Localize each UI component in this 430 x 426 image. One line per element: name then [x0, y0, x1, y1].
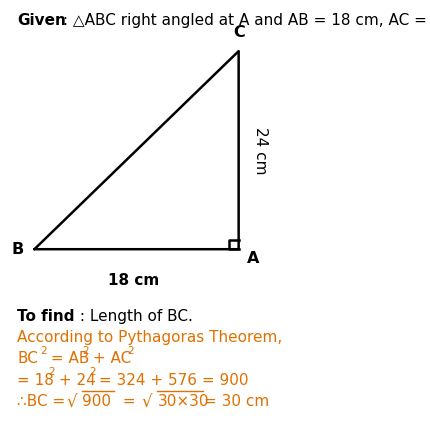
Text: 18 cm: 18 cm	[108, 273, 159, 288]
Text: C: C	[233, 26, 245, 40]
Text: + 24: + 24	[54, 373, 95, 388]
Text: 24 cm: 24 cm	[253, 127, 267, 175]
Text: = 18: = 18	[17, 373, 54, 388]
Text: =: =	[118, 394, 141, 409]
Text: = 324 + 576 = 900: = 324 + 576 = 900	[94, 373, 248, 388]
Text: According to Pythagoras Theorem,: According to Pythagoras Theorem,	[17, 330, 283, 345]
Text: : Length of BC.: : Length of BC.	[75, 309, 193, 324]
Text: 2: 2	[40, 346, 47, 356]
Text: + AC: + AC	[88, 351, 132, 366]
Text: = 30 cm: = 30 cm	[204, 394, 269, 409]
Text: : △ABC right angled at A and AB = 18 cm, AC = 24 cm.: : △ABC right angled at A and AB = 18 cm,…	[58, 13, 430, 28]
Text: = AB: = AB	[46, 351, 90, 366]
Text: A: A	[247, 251, 260, 266]
Text: BC: BC	[17, 351, 38, 366]
Text: 900: 900	[82, 394, 111, 409]
Text: B: B	[12, 242, 24, 257]
Text: 30×30: 30×30	[157, 394, 209, 409]
Text: 2: 2	[49, 367, 55, 377]
Text: Given: Given	[17, 13, 66, 28]
Text: ∴BC =: ∴BC =	[17, 394, 71, 409]
Text: 2: 2	[127, 346, 133, 356]
Text: To find: To find	[17, 309, 75, 324]
Text: 2: 2	[83, 346, 89, 356]
Text: √: √	[67, 394, 77, 412]
Text: 2: 2	[89, 367, 95, 377]
Text: √: √	[142, 394, 153, 412]
